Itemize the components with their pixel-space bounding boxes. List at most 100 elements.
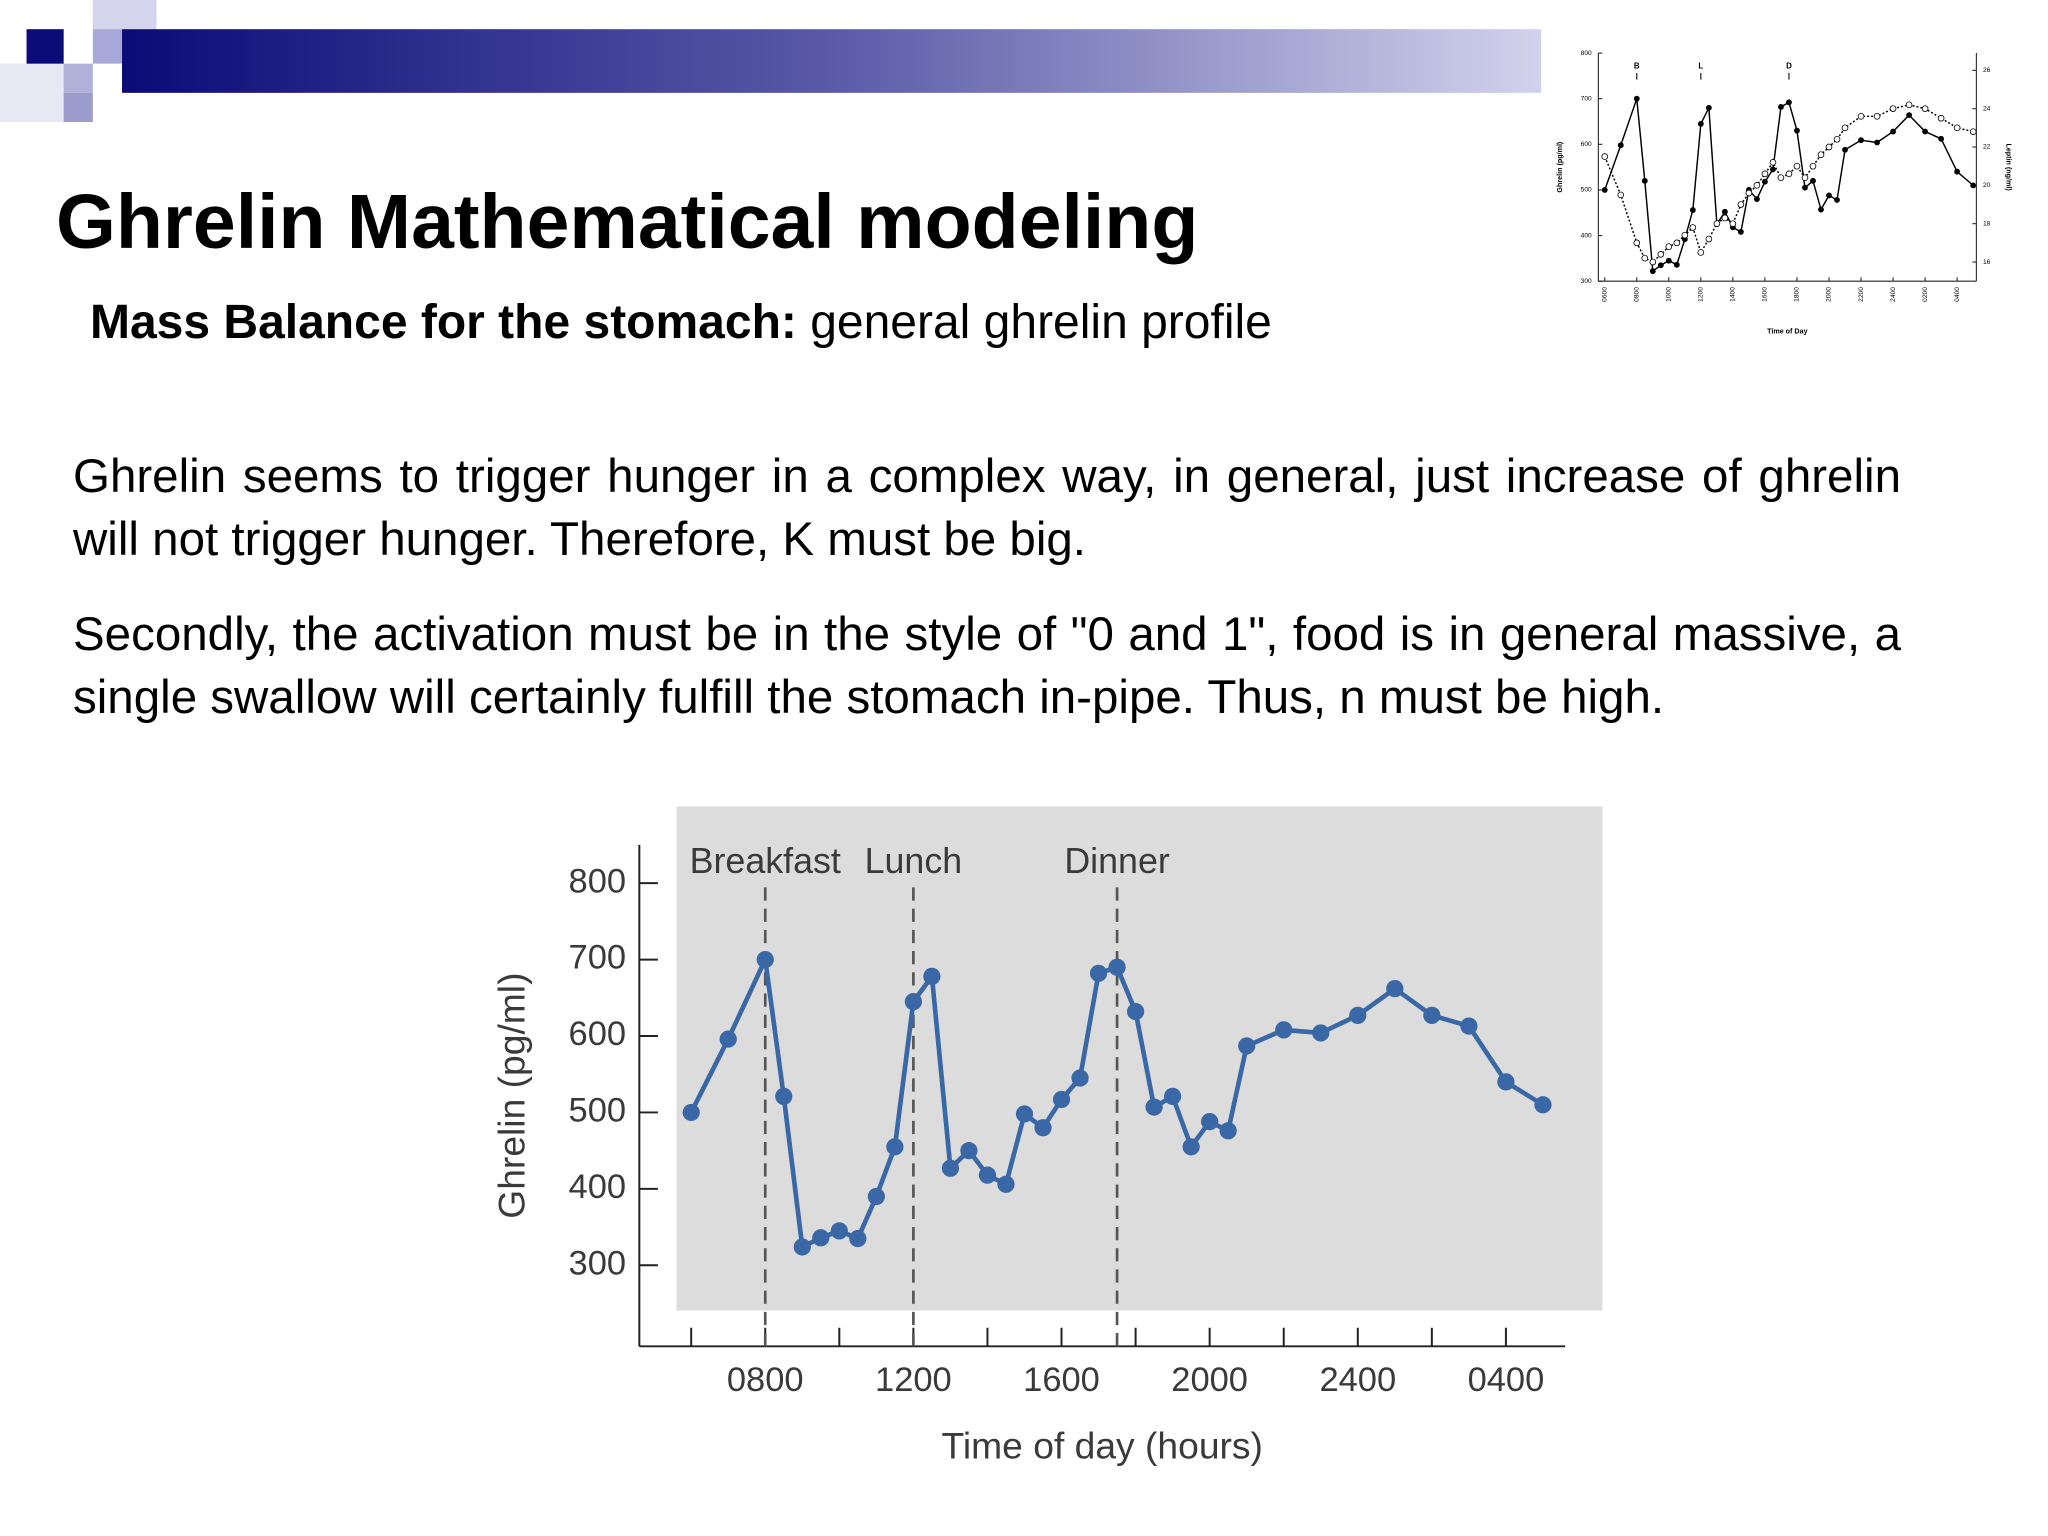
data-point — [1833, 136, 1841, 143]
x-tick-label: 1600 — [1023, 1361, 1100, 1399]
data-point — [1922, 128, 1929, 135]
y2-tick-label: 22 — [1983, 144, 1991, 151]
y-tick-label: 400 — [1581, 232, 1592, 239]
y-tick-label: 600 — [1581, 141, 1592, 148]
data-point — [1601, 153, 1609, 160]
plot-background — [1541, 37, 2030, 351]
y2-tick-label: 16 — [1983, 259, 1991, 266]
header-bar — [122, 29, 1542, 93]
x-axis-title: Time of Day — [1767, 327, 1807, 335]
data-point — [1753, 196, 1760, 202]
y2-axis-title: Leptin (ng/ml) — [2004, 143, 2012, 191]
data-point — [1697, 249, 1705, 256]
data-point — [1817, 151, 1825, 158]
slide-title: Ghrelin Mathematical modeling — [56, 179, 1199, 265]
data-point — [1906, 112, 1913, 119]
data-point — [1657, 251, 1665, 258]
data-point — [1534, 1096, 1552, 1114]
data-point — [1874, 139, 1880, 146]
data-point — [1729, 220, 1737, 228]
data-point — [1778, 103, 1784, 110]
data-point — [1145, 1098, 1163, 1116]
decor-square — [0, 63, 64, 123]
data-point — [1497, 1073, 1515, 1091]
data-point — [1713, 220, 1721, 228]
meal-label: D — [1786, 61, 1792, 70]
data-point — [1641, 254, 1649, 262]
data-point — [960, 1142, 978, 1160]
data-point — [1777, 174, 1785, 181]
data-point — [1673, 239, 1681, 247]
data-point — [1617, 191, 1625, 199]
data-point — [1954, 168, 1961, 175]
x-tick-label: 0600 — [1601, 287, 1608, 302]
data-point — [1052, 1090, 1071, 1109]
data-point — [682, 1103, 700, 1122]
data-point — [1721, 214, 1729, 222]
subtitle-text: general ghrelin profile — [810, 296, 1272, 349]
data-point — [1890, 128, 1896, 135]
decor-square — [63, 92, 93, 123]
meal-label: Dinner — [1064, 841, 1170, 881]
data-point — [1737, 201, 1745, 208]
data-point — [1970, 182, 1977, 189]
y-tick-label: 400 — [569, 1168, 627, 1206]
data-point — [1705, 104, 1712, 111]
data-point — [1349, 1006, 1367, 1024]
data-point — [1737, 229, 1744, 235]
data-point — [1769, 159, 1777, 166]
data-point — [849, 1229, 867, 1248]
y-tick-label: 700 — [1581, 95, 1592, 102]
x-axis-title: Time of day (hours) — [942, 1424, 1263, 1466]
data-point — [1858, 137, 1864, 144]
data-point — [1801, 174, 1809, 181]
data-point — [793, 1238, 811, 1256]
data-point — [1753, 182, 1761, 189]
data-point — [1689, 224, 1697, 231]
data-point — [1460, 1017, 1478, 1035]
x-tick-label: 2200 — [1858, 287, 1865, 302]
y-tick-label: 800 — [569, 862, 627, 900]
data-point — [923, 967, 941, 986]
data-point — [1745, 189, 1753, 197]
data-point — [1841, 124, 1849, 132]
data-point — [1163, 1087, 1182, 1106]
paragraph: Ghrelin seems to trigger hunger in a com… — [73, 450, 1901, 566]
data-point — [978, 1166, 997, 1184]
data-point — [775, 1087, 793, 1106]
data-point — [997, 1175, 1015, 1193]
data-point — [1761, 170, 1769, 178]
data-point — [1937, 114, 1945, 122]
data-point — [812, 1229, 830, 1247]
slide-canvas: 300 400 500 600 700 800 0800 1200 1600 2000 2400 04… — [0, 0, 2030, 1467]
data-point — [1601, 187, 1608, 193]
x-tick-label: 2400 — [1890, 287, 1897, 302]
chart: 300 400 500 600 700 800 0800 1200 1600 2000 2400 04… — [490, 806, 1603, 1466]
data-point — [1969, 128, 1977, 135]
x-tick-label: 2000 — [1826, 287, 1833, 302]
x-tick-label: 2400 — [1319, 1361, 1396, 1399]
data-point — [1657, 262, 1664, 269]
data-point — [1802, 184, 1808, 191]
meal-label: Lunch — [865, 841, 963, 881]
data-point — [1953, 124, 1961, 132]
data-point — [1386, 979, 1404, 998]
data-point — [1201, 1112, 1219, 1131]
data-point — [867, 1187, 885, 1206]
y2-tick-label: 26 — [1983, 67, 1991, 74]
x-tick-label: 1200 — [1698, 287, 1705, 302]
data-point — [1665, 243, 1673, 251]
data-point — [1921, 105, 1929, 112]
data-point — [1108, 958, 1126, 976]
chart: 300 400 500 600 700 800 16 18 20 22 24 26 0600 0800 10… — [1541, 37, 2030, 351]
data-point — [1015, 1105, 1034, 1123]
data-point — [1641, 177, 1648, 184]
data-point — [1071, 1069, 1089, 1087]
x-tick-label: 1400 — [1730, 287, 1737, 302]
x-tick-label: 1000 — [1666, 287, 1673, 302]
data-point — [830, 1222, 848, 1240]
data-point — [1826, 192, 1832, 199]
data-point — [1089, 964, 1108, 982]
subtitle-bold: Mass Balance for the stomach: — [90, 296, 797, 349]
